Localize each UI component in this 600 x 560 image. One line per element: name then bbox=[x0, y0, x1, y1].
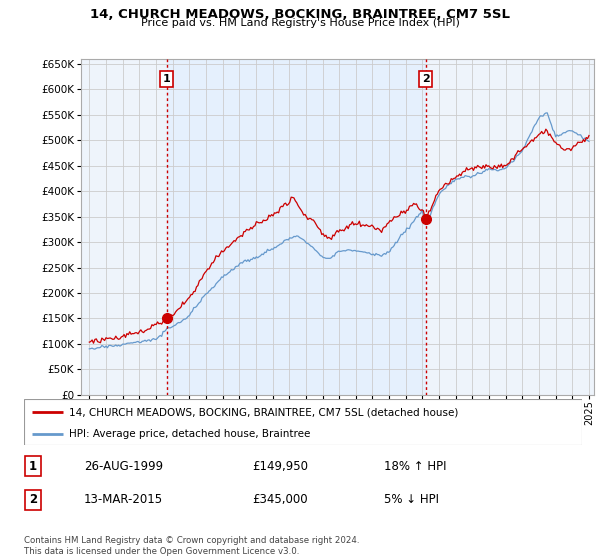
Text: 2: 2 bbox=[29, 493, 37, 506]
Text: 13-MAR-2015: 13-MAR-2015 bbox=[84, 493, 163, 506]
Text: 18% ↑ HPI: 18% ↑ HPI bbox=[384, 460, 446, 473]
Bar bbox=[167, 59, 425, 395]
Text: 14, CHURCH MEADOWS, BOCKING, BRAINTREE, CM7 5SL (detached house): 14, CHURCH MEADOWS, BOCKING, BRAINTREE, … bbox=[68, 407, 458, 417]
Text: 26-AUG-1999: 26-AUG-1999 bbox=[84, 460, 163, 473]
Text: 2: 2 bbox=[422, 74, 430, 84]
Text: £149,950: £149,950 bbox=[252, 460, 308, 473]
Text: 1: 1 bbox=[163, 74, 170, 84]
Text: £345,000: £345,000 bbox=[252, 493, 308, 506]
Text: 5% ↓ HPI: 5% ↓ HPI bbox=[384, 493, 439, 506]
Text: 14, CHURCH MEADOWS, BOCKING, BRAINTREE, CM7 5SL: 14, CHURCH MEADOWS, BOCKING, BRAINTREE, … bbox=[90, 8, 510, 21]
Text: Price paid vs. HM Land Registry's House Price Index (HPI): Price paid vs. HM Land Registry's House … bbox=[140, 18, 460, 29]
Text: Contains HM Land Registry data © Crown copyright and database right 2024.
This d: Contains HM Land Registry data © Crown c… bbox=[24, 536, 359, 556]
Text: HPI: Average price, detached house, Braintree: HPI: Average price, detached house, Brai… bbox=[68, 429, 310, 438]
Text: 1: 1 bbox=[29, 460, 37, 473]
